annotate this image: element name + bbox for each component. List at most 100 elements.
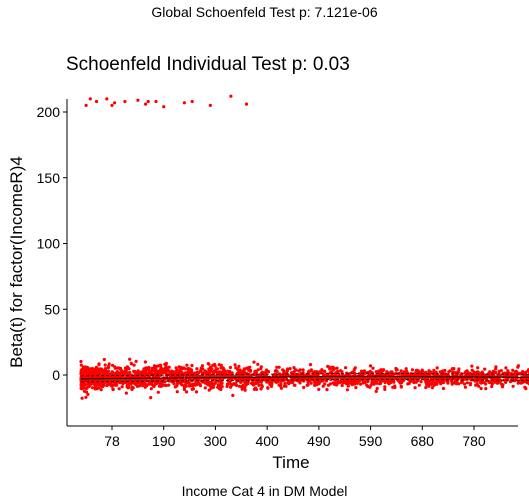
data-point	[98, 375, 102, 379]
data-point	[234, 366, 238, 370]
data-point	[309, 381, 313, 385]
data-point	[515, 370, 519, 374]
data-point	[321, 384, 325, 388]
data-point	[427, 369, 431, 373]
data-point	[331, 365, 335, 369]
data-point	[149, 396, 153, 400]
data-point	[132, 363, 136, 367]
data-point	[194, 390, 199, 394]
data-point	[134, 359, 138, 363]
data-point	[95, 372, 99, 376]
data-point	[88, 369, 92, 373]
data-point	[462, 382, 467, 386]
data-point	[179, 382, 183, 386]
data-point	[520, 371, 524, 375]
data-point	[302, 377, 306, 382]
data-point	[159, 363, 163, 367]
data-point	[105, 383, 109, 387]
data-point	[91, 386, 95, 390]
data-point	[83, 365, 87, 369]
data-point	[325, 376, 329, 380]
data-point	[103, 368, 107, 372]
data-point	[146, 367, 151, 372]
data-point	[157, 384, 162, 388]
data-point	[504, 380, 508, 384]
data-point	[340, 383, 344, 388]
data-point	[185, 363, 189, 367]
data-point	[92, 369, 96, 373]
outlier-point	[190, 99, 194, 104]
data-point	[524, 387, 528, 391]
data-point	[165, 369, 170, 373]
data-point	[260, 383, 264, 387]
data-point	[366, 379, 370, 383]
data-point	[258, 373, 262, 377]
data-point	[465, 381, 469, 385]
data-point	[479, 386, 483, 391]
x-axis-title: Time	[272, 453, 309, 472]
data-point	[308, 363, 313, 367]
data-point	[512, 379, 517, 383]
data-point	[259, 365, 263, 369]
data-point	[358, 373, 362, 377]
data-point	[165, 373, 169, 377]
data-point	[392, 380, 396, 384]
data-point	[190, 382, 195, 386]
data-point	[177, 365, 181, 369]
data-point	[99, 368, 103, 373]
data-point	[361, 381, 365, 385]
data-point	[415, 376, 419, 380]
y-tick-label: 100	[37, 236, 61, 252]
data-point	[85, 371, 89, 375]
outlier-point	[244, 102, 249, 106]
data-point	[345, 382, 349, 386]
data-point	[497, 369, 501, 373]
data-point	[213, 364, 217, 368]
data-point	[335, 370, 339, 374]
data-point	[516, 381, 520, 385]
data-point	[399, 384, 403, 388]
data-point	[439, 373, 444, 377]
data-point	[167, 383, 171, 387]
data-point	[284, 384, 288, 388]
data-point	[219, 387, 223, 392]
data-point	[397, 371, 401, 376]
data-point	[452, 367, 456, 371]
data-point	[465, 369, 469, 373]
data-point	[363, 380, 368, 384]
data-point	[313, 381, 317, 385]
data-point	[446, 381, 450, 385]
data-point	[293, 369, 297, 373]
data-point	[157, 380, 162, 384]
data-point	[219, 363, 223, 367]
data-point	[293, 372, 297, 377]
data-point	[441, 369, 445, 373]
data-point	[317, 387, 321, 391]
data-point	[525, 381, 529, 385]
data-point	[80, 396, 84, 400]
data-point	[336, 379, 340, 383]
data-point	[441, 386, 446, 391]
data-point	[270, 382, 274, 386]
data-point	[415, 370, 419, 374]
data-point	[197, 371, 201, 375]
data-point	[288, 367, 292, 371]
data-point	[372, 379, 376, 383]
data-point	[383, 385, 387, 389]
data-point	[80, 387, 84, 391]
data-point	[358, 382, 363, 386]
data-point	[209, 369, 213, 373]
data-point	[175, 390, 179, 394]
outlier-point	[88, 97, 92, 101]
data-point	[368, 385, 372, 389]
data-point	[323, 369, 327, 373]
outlier-point	[154, 99, 158, 104]
data-point	[353, 366, 357, 370]
data-point	[345, 388, 349, 392]
data-point	[413, 373, 417, 377]
data-point	[472, 370, 476, 374]
data-point	[282, 369, 286, 373]
data-point	[156, 390, 160, 394]
data-point	[163, 380, 167, 384]
data-point	[394, 368, 398, 372]
